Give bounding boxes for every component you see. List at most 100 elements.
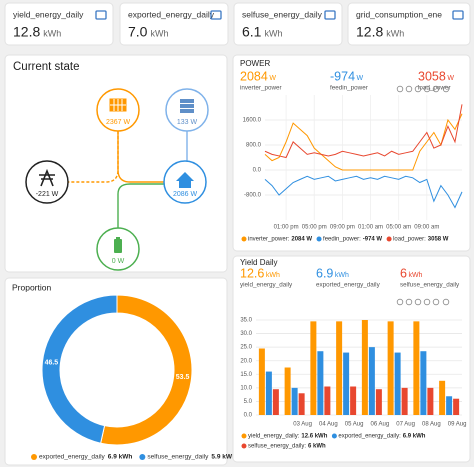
card bbox=[4, 2, 114, 46]
node-label: 133 W bbox=[177, 119, 198, 126]
sensor-name: exported_energy_daily bbox=[128, 9, 215, 19]
icon bbox=[180, 104, 194, 108]
node-icon bbox=[180, 99, 194, 113]
toolbar-button[interactable] bbox=[405, 298, 413, 306]
legend-value: -974 W bbox=[363, 237, 383, 243]
bar bbox=[375, 389, 382, 415]
x-tick-label: 01:00 am bbox=[358, 225, 383, 231]
sensor-unit: kWh bbox=[386, 28, 404, 38]
toolbar-button[interactable] bbox=[423, 85, 431, 93]
bar bbox=[413, 321, 420, 415]
icon bbox=[39, 168, 55, 187]
flow-line bbox=[117, 183, 164, 228]
bar bbox=[291, 387, 298, 415]
legend-dot bbox=[31, 454, 37, 460]
legend-value: 5.9 kWh bbox=[211, 454, 236, 461]
y-tick-label: 800.0 bbox=[246, 143, 262, 149]
x-tick-label: 03 Aug bbox=[293, 422, 312, 428]
sensor-value: 6.1 bbox=[242, 24, 262, 40]
stat-name: exported_energy_daily bbox=[316, 282, 381, 289]
stat-value: 6 bbox=[400, 266, 407, 280]
card bbox=[119, 2, 229, 46]
node-label: 2367 W bbox=[106, 119, 131, 126]
bar bbox=[298, 393, 305, 415]
sensor-name: grid_consumption_ene bbox=[356, 9, 442, 19]
node-icon bbox=[114, 237, 122, 253]
toolbar-button[interactable] bbox=[414, 298, 422, 306]
legend-value: 6 kWh bbox=[308, 444, 326, 450]
y-tick-label: 1600.0 bbox=[243, 118, 262, 124]
legend-label: yield_energy_daily: bbox=[248, 434, 300, 440]
legend-label: inverter_power: bbox=[248, 237, 290, 243]
stat-name: inverter_power bbox=[240, 85, 282, 92]
x-tick-label: 08 Aug bbox=[422, 422, 441, 428]
toolbar-button[interactable] bbox=[396, 298, 404, 306]
toolbar-button[interactable] bbox=[405, 85, 413, 93]
stat-name: selfuse_energy_daily bbox=[400, 282, 460, 289]
icon bbox=[180, 109, 194, 113]
stat-unit: kWh bbox=[335, 272, 349, 279]
stat-name: feedin_power bbox=[330, 85, 368, 92]
slice-label: 46.5 bbox=[45, 360, 59, 367]
node bbox=[25, 160, 69, 204]
sensor-value: 12.8 bbox=[13, 24, 40, 40]
sensor-unit: kWh bbox=[264, 28, 282, 38]
icon bbox=[176, 172, 194, 188]
node-icon bbox=[176, 172, 194, 188]
flow-line bbox=[117, 131, 164, 183]
bar bbox=[427, 387, 434, 415]
y-tick-label: 5.0 bbox=[244, 399, 253, 405]
legend-label: exported_energy_daily bbox=[39, 454, 106, 461]
card-title: POWER bbox=[240, 59, 270, 68]
sensor-icon bbox=[95, 10, 107, 20]
legend-value: 6.9 kWh bbox=[108, 454, 133, 461]
bar bbox=[350, 386, 357, 415]
y-tick-label: 10.0 bbox=[240, 385, 252, 391]
bar bbox=[368, 347, 375, 415]
bar bbox=[343, 352, 350, 415]
toolbar-button[interactable] bbox=[442, 85, 450, 93]
card bbox=[347, 2, 471, 46]
sensor-name: selfuse_energy_daily bbox=[242, 9, 323, 19]
bar bbox=[272, 389, 279, 415]
node-label: 0 W bbox=[112, 258, 125, 265]
y-tick-label: -800.0 bbox=[244, 193, 262, 199]
node-icon bbox=[109, 98, 127, 112]
bar bbox=[324, 386, 331, 415]
legend-label: selfuse_energy_daily: bbox=[248, 444, 306, 450]
legend-value: 6.9 kWh bbox=[403, 434, 426, 440]
y-tick-label: 20.0 bbox=[240, 358, 252, 364]
toolbar-button[interactable] bbox=[432, 298, 440, 306]
line-series bbox=[264, 175, 463, 209]
toolbar-button[interactable] bbox=[432, 85, 440, 93]
sensor-icon bbox=[324, 10, 336, 20]
icon bbox=[180, 99, 194, 103]
toolbar-button[interactable] bbox=[414, 85, 422, 93]
legend-label: selfuse_energy_daily bbox=[147, 454, 209, 461]
y-tick-label: 0.0 bbox=[253, 168, 262, 174]
legend-dot bbox=[139, 454, 146, 460]
bar bbox=[394, 352, 401, 415]
card-title: Current state bbox=[13, 61, 79, 73]
donut-slice bbox=[41, 294, 118, 444]
node-label: -221 W bbox=[36, 191, 59, 198]
legend-label: load_power: bbox=[393, 237, 426, 243]
sensor-icon bbox=[452, 10, 464, 20]
toolbar-button[interactable] bbox=[442, 298, 450, 306]
legend-dot bbox=[241, 433, 247, 439]
x-tick-label: 09 Aug bbox=[448, 422, 467, 428]
x-tick-label: 05:00 am bbox=[386, 225, 411, 231]
sensor-unit: kWh bbox=[150, 28, 168, 38]
sensor-unit: kWh bbox=[43, 28, 61, 38]
bar bbox=[446, 396, 453, 415]
toolbar-button[interactable] bbox=[396, 85, 404, 93]
bar bbox=[336, 321, 343, 415]
bar bbox=[387, 321, 394, 415]
y-tick-label: 0.0 bbox=[244, 413, 253, 419]
bar bbox=[265, 371, 272, 415]
toolbar-button[interactable] bbox=[423, 298, 431, 306]
y-tick-label: 25.0 bbox=[240, 345, 252, 351]
stat-unit: kWh bbox=[408, 272, 422, 279]
node-icon bbox=[39, 168, 55, 187]
stat-unit: W bbox=[357, 75, 364, 82]
